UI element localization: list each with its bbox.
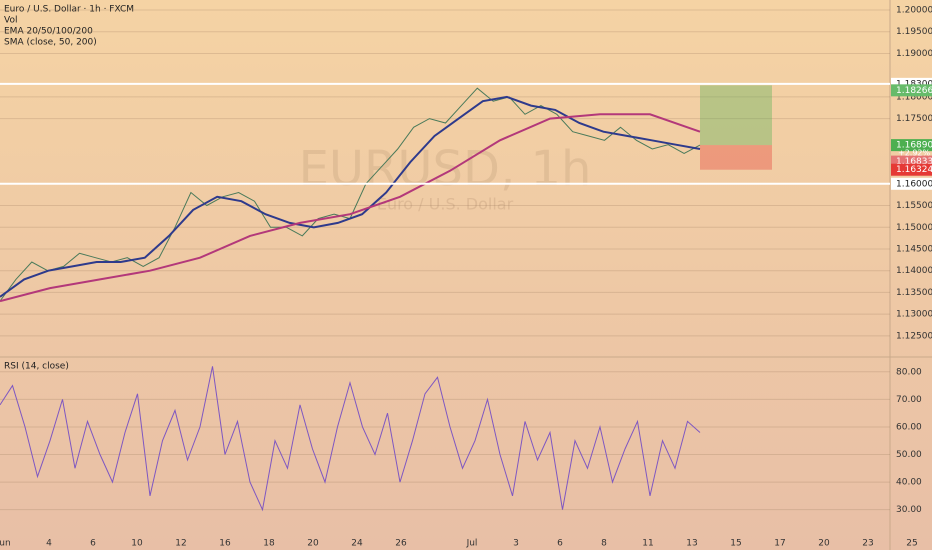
y-tick-label: 60.00 — [896, 422, 922, 432]
x-tick-label: 12 — [175, 539, 186, 549]
price-label-bg — [891, 177, 932, 190]
rsi-title: RSI (14, close) — [4, 362, 69, 372]
y-tick-label: 1.14500 — [896, 244, 932, 254]
y-tick-label: 1.15500 — [896, 201, 932, 211]
price-label: 1.16833 — [896, 157, 932, 167]
x-tick-label: 16 — [219, 539, 231, 549]
x-tick-label: 6 — [90, 539, 96, 549]
legend-symbol: Euro / U.S. Dollar · 1h · FXCM — [4, 5, 134, 15]
x-tick-label: 3 — [513, 539, 519, 549]
y-tick-label: 1.13500 — [896, 288, 932, 298]
y-tick-label: 1.20000 — [896, 5, 932, 15]
x-tick-label: 25 — [906, 539, 917, 549]
y-tick-label: 1.12500 — [896, 331, 932, 341]
y-tick-label: 1.17500 — [896, 114, 932, 124]
x-tick-label: 6 — [557, 539, 563, 549]
watermark: EURUSD, 1h — [299, 141, 592, 197]
legend-ema: EMA 20/50/100/200 — [4, 27, 93, 37]
x-tick-label: 13 — [686, 539, 697, 549]
price-label-bg — [891, 84, 932, 97]
y-tick-label: 40.00 — [896, 478, 922, 488]
y-tick-label: 1.14000 — [896, 266, 932, 276]
x-tick-label: 23 — [862, 539, 873, 549]
x-tick-label: 18 — [263, 539, 275, 549]
x-tick-label: 10 — [131, 539, 143, 549]
price-label-bg — [891, 139, 932, 152]
target-zone — [700, 85, 772, 146]
watermark-sub: Euro / U.S. Dollar — [377, 195, 514, 214]
y-tick-label: 1.19000 — [896, 49, 932, 59]
x-tick-label: 20 — [307, 539, 319, 549]
price-label: 1.16324 — [896, 165, 932, 175]
x-tick-label: 17 — [774, 539, 785, 549]
price-label: 1.16000 — [896, 179, 932, 189]
series-line — [0, 366, 701, 512]
stop-zone — [700, 145, 772, 170]
x-tick-label: 11 — [642, 539, 653, 549]
x-tick-label: 26 — [395, 539, 407, 549]
price-label: 1.16890 — [896, 141, 932, 151]
price-label-bg — [891, 163, 932, 176]
y-tick-label: 1.18000 — [896, 92, 932, 102]
y-tick-label: 1.19500 — [896, 27, 932, 37]
x-tick-label: 15 — [730, 539, 741, 549]
x-tick-label: Jul — [466, 539, 478, 549]
y-tick-label: 30.00 — [896, 505, 922, 515]
y-tick-label: 1.15000 — [896, 223, 932, 233]
x-tick-label: 4 — [46, 539, 52, 549]
legend-sma: SMA (close, 50, 200) — [4, 38, 97, 48]
x-tick-label: 8 — [601, 539, 607, 549]
x-tick-label: 20 — [818, 539, 830, 549]
y-tick-label: 1.13000 — [896, 310, 932, 320]
x-tick-label: 24 — [351, 539, 363, 549]
series-line — [0, 113, 701, 303]
y-tick-label: 80.00 — [896, 367, 922, 377]
position-text: +2.92% — [898, 149, 931, 158]
price-label: 1.18266 — [896, 86, 932, 96]
y-tick-label: 70.00 — [896, 395, 922, 405]
series-line — [0, 95, 701, 298]
legend-vol: Vol — [4, 16, 17, 26]
legend: Euro / U.S. Dollar · 1h · FXCM Vol EMA 2… — [4, 5, 134, 372]
x-tick-label: un — [0, 539, 11, 549]
y-tick-label: 50.00 — [896, 450, 922, 460]
